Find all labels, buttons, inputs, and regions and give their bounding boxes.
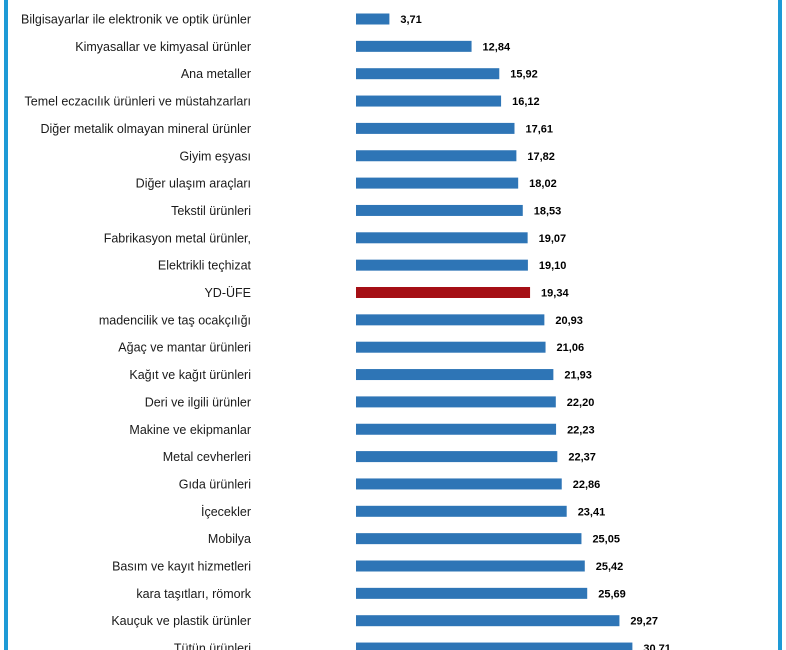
bar xyxy=(356,560,585,572)
category-label: Temel eczacılık ürünleri ve müstahzarlar… xyxy=(25,95,251,109)
bar xyxy=(356,533,582,545)
category-label: Kauçuk ve plastik ürünler xyxy=(111,614,251,628)
bar xyxy=(356,423,557,435)
category-label: İçecekler xyxy=(201,505,251,519)
category-label: madencilik ve taş ocakçılığı xyxy=(99,313,251,327)
bar xyxy=(356,122,515,134)
category-label: Mobilya xyxy=(208,532,251,546)
value-label: 22,20 xyxy=(567,397,595,409)
bar xyxy=(356,587,588,599)
value-label: 12,84 xyxy=(483,41,511,53)
value-label: 25,42 xyxy=(596,561,624,573)
value-label: 22,86 xyxy=(573,479,601,491)
category-label: Kağıt ve kağıt ürünleri xyxy=(129,368,251,382)
value-label: 18,02 xyxy=(529,178,557,190)
category-label: Gıda ürünleri xyxy=(179,477,251,491)
category-label: Giyim eşyası xyxy=(179,149,251,163)
bar xyxy=(356,451,558,463)
bar xyxy=(356,369,554,381)
category-label: Ağaç ve mantar ürünleri xyxy=(118,341,251,355)
bar xyxy=(356,177,519,189)
value-label: 22,23 xyxy=(567,424,595,436)
bar xyxy=(356,40,472,52)
bar xyxy=(356,478,562,490)
category-label: Metal cevherleri xyxy=(163,450,251,464)
left-frame-border xyxy=(4,0,8,650)
bar xyxy=(356,341,546,353)
bar xyxy=(356,314,545,326)
category-label: Basım ve kayıt hizmetleri xyxy=(112,560,251,574)
category-label: Elektrikli teçhizat xyxy=(158,259,252,273)
value-label: 18,53 xyxy=(534,205,562,217)
bar xyxy=(356,68,500,80)
category-label: Makine ve ekipmanlar xyxy=(129,423,251,437)
value-label: 23,41 xyxy=(578,506,606,518)
value-label: 25,69 xyxy=(598,588,626,600)
bar xyxy=(356,615,620,627)
value-label: 19,34 xyxy=(541,288,569,300)
bar xyxy=(356,204,523,216)
category-label: kara taşıtları, römork xyxy=(136,587,251,601)
category-label: Tütün ürünleri xyxy=(174,642,251,650)
bar xyxy=(356,232,528,244)
value-label: 19,07 xyxy=(539,233,567,245)
value-label: 21,93 xyxy=(564,370,592,382)
bar-highlight xyxy=(356,287,531,298)
value-label: 25,05 xyxy=(592,534,620,546)
category-label: Bilgisayarlar ile elektronik ve optik ür… xyxy=(21,13,251,27)
value-label: 15,92 xyxy=(510,69,538,81)
category-label: Diğer ulaşım araçları xyxy=(136,177,251,191)
value-label: 3,71 xyxy=(400,14,421,26)
bar xyxy=(356,642,633,650)
value-label: 17,61 xyxy=(525,123,553,135)
bar xyxy=(356,259,528,271)
value-label: 21,06 xyxy=(557,342,585,354)
category-label: Tekstil ürünleri xyxy=(171,204,251,218)
category-label: Ana metaller xyxy=(181,67,251,81)
value-label: 20,93 xyxy=(555,315,583,327)
bar xyxy=(356,150,517,162)
value-label: 16,12 xyxy=(512,96,540,108)
value-label: 17,82 xyxy=(527,151,555,163)
value-label: 30,71 xyxy=(643,643,671,650)
value-label: 22,37 xyxy=(568,452,596,464)
bar xyxy=(356,396,556,408)
bar xyxy=(356,505,567,517)
category-label: YD-ÜFE xyxy=(204,286,251,300)
value-label: 29,27 xyxy=(630,616,658,628)
value-label: 19,10 xyxy=(539,260,567,272)
category-label: Fabrikasyon metal ürünler, xyxy=(104,231,251,245)
category-label: Diğer metalik olmayan mineral ürünler xyxy=(41,122,252,136)
right-frame-border xyxy=(778,0,782,650)
bar xyxy=(356,13,390,25)
category-label: Kimyasallar ve kimyasal ürünler xyxy=(75,40,251,54)
bar xyxy=(356,95,502,107)
category-label: Deri ve ilgili ürünler xyxy=(145,395,251,409)
